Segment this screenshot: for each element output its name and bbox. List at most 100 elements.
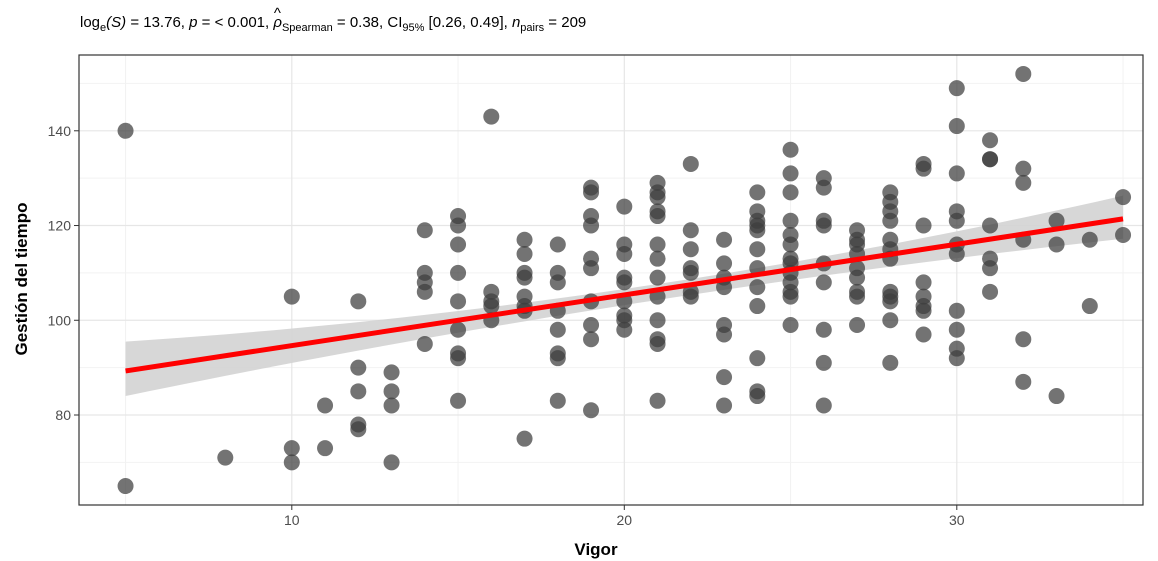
data-point (749, 350, 766, 367)
data-point (1015, 331, 1032, 348)
p-value: = < 0.001, (197, 14, 273, 31)
x-axis-title: Vigor (574, 540, 618, 559)
data-point (583, 331, 600, 348)
data-point (815, 274, 832, 291)
data-point (782, 236, 799, 253)
data-point (682, 222, 699, 239)
data-point (583, 217, 600, 234)
data-point (416, 283, 433, 300)
data-point (483, 108, 500, 125)
data-point (815, 354, 832, 371)
data-point (782, 288, 799, 305)
data-point (383, 454, 400, 471)
data-point (649, 269, 666, 286)
data-point (450, 392, 467, 409)
data-point (317, 440, 334, 457)
data-point (948, 302, 965, 319)
data-point (416, 335, 433, 352)
data-point (350, 383, 367, 400)
data-point (815, 321, 832, 338)
data-points (117, 65, 1132, 495)
stat-value: = 13.76, (126, 14, 189, 31)
data-point (350, 359, 367, 376)
data-point (749, 388, 766, 405)
n-label: n (512, 14, 520, 31)
data-point (782, 165, 799, 182)
p-label: p (188, 14, 197, 31)
data-point (782, 141, 799, 158)
data-point (716, 255, 733, 272)
x-tick-label: 20 (617, 512, 633, 528)
data-point (882, 212, 899, 229)
data-point (350, 293, 367, 310)
data-point (915, 160, 932, 177)
data-point (317, 397, 334, 414)
x-tick-label: 30 (949, 512, 965, 528)
data-point (350, 421, 367, 438)
data-point (982, 132, 999, 149)
data-point (882, 293, 899, 310)
data-point (815, 217, 832, 234)
data-point (649, 189, 666, 206)
data-point (948, 165, 965, 182)
data-point (1115, 189, 1132, 206)
data-point (716, 369, 733, 386)
stat-label: log (80, 14, 100, 31)
data-point (849, 288, 866, 305)
data-point (1115, 227, 1132, 243)
y-tick-label: 120 (48, 218, 72, 234)
data-point (549, 350, 566, 367)
data-point (948, 350, 965, 367)
data-point (383, 383, 400, 400)
x-axis-ticks: 10 20 30 (284, 505, 965, 528)
stat-sub: e (100, 22, 106, 34)
data-point (516, 269, 533, 286)
data-point (982, 283, 999, 300)
data-point (1081, 231, 1098, 248)
data-point (383, 397, 400, 414)
data-point (749, 279, 766, 296)
data-point (915, 217, 932, 234)
y-tick-label: 100 (48, 312, 72, 328)
rho-value: = 0.38, CI (333, 14, 403, 31)
data-point (583, 184, 600, 201)
data-point (283, 288, 300, 305)
data-point (616, 274, 633, 291)
data-point (616, 198, 633, 215)
data-point (948, 118, 965, 135)
data-point (1081, 298, 1098, 315)
data-point (948, 80, 965, 97)
data-point (383, 364, 400, 381)
data-point (1048, 212, 1065, 229)
data-point (450, 293, 467, 310)
data-point (583, 260, 600, 277)
data-point (1015, 160, 1032, 177)
n-value: = 209 (544, 14, 586, 31)
data-point (682, 241, 699, 258)
data-point (948, 321, 965, 338)
data-point (549, 274, 566, 291)
data-point (882, 354, 899, 371)
data-point (749, 184, 766, 201)
data-point (516, 430, 533, 447)
data-point (549, 321, 566, 338)
data-point (782, 184, 799, 201)
data-point (450, 236, 467, 253)
y-tick-label: 140 (48, 123, 72, 139)
data-point (283, 454, 300, 471)
data-point (516, 245, 533, 262)
data-point (450, 350, 467, 367)
data-point (815, 397, 832, 414)
data-point (716, 326, 733, 343)
data-point (915, 326, 932, 343)
data-point (483, 298, 500, 315)
data-point (948, 245, 965, 262)
panel-background (79, 55, 1143, 505)
data-point (516, 231, 533, 248)
data-point (948, 212, 965, 229)
data-point (882, 312, 899, 329)
y-axis-ticks: 80 100 120 140 (48, 123, 79, 423)
rho-hat-mark: ^ (274, 5, 281, 22)
data-point (749, 241, 766, 258)
